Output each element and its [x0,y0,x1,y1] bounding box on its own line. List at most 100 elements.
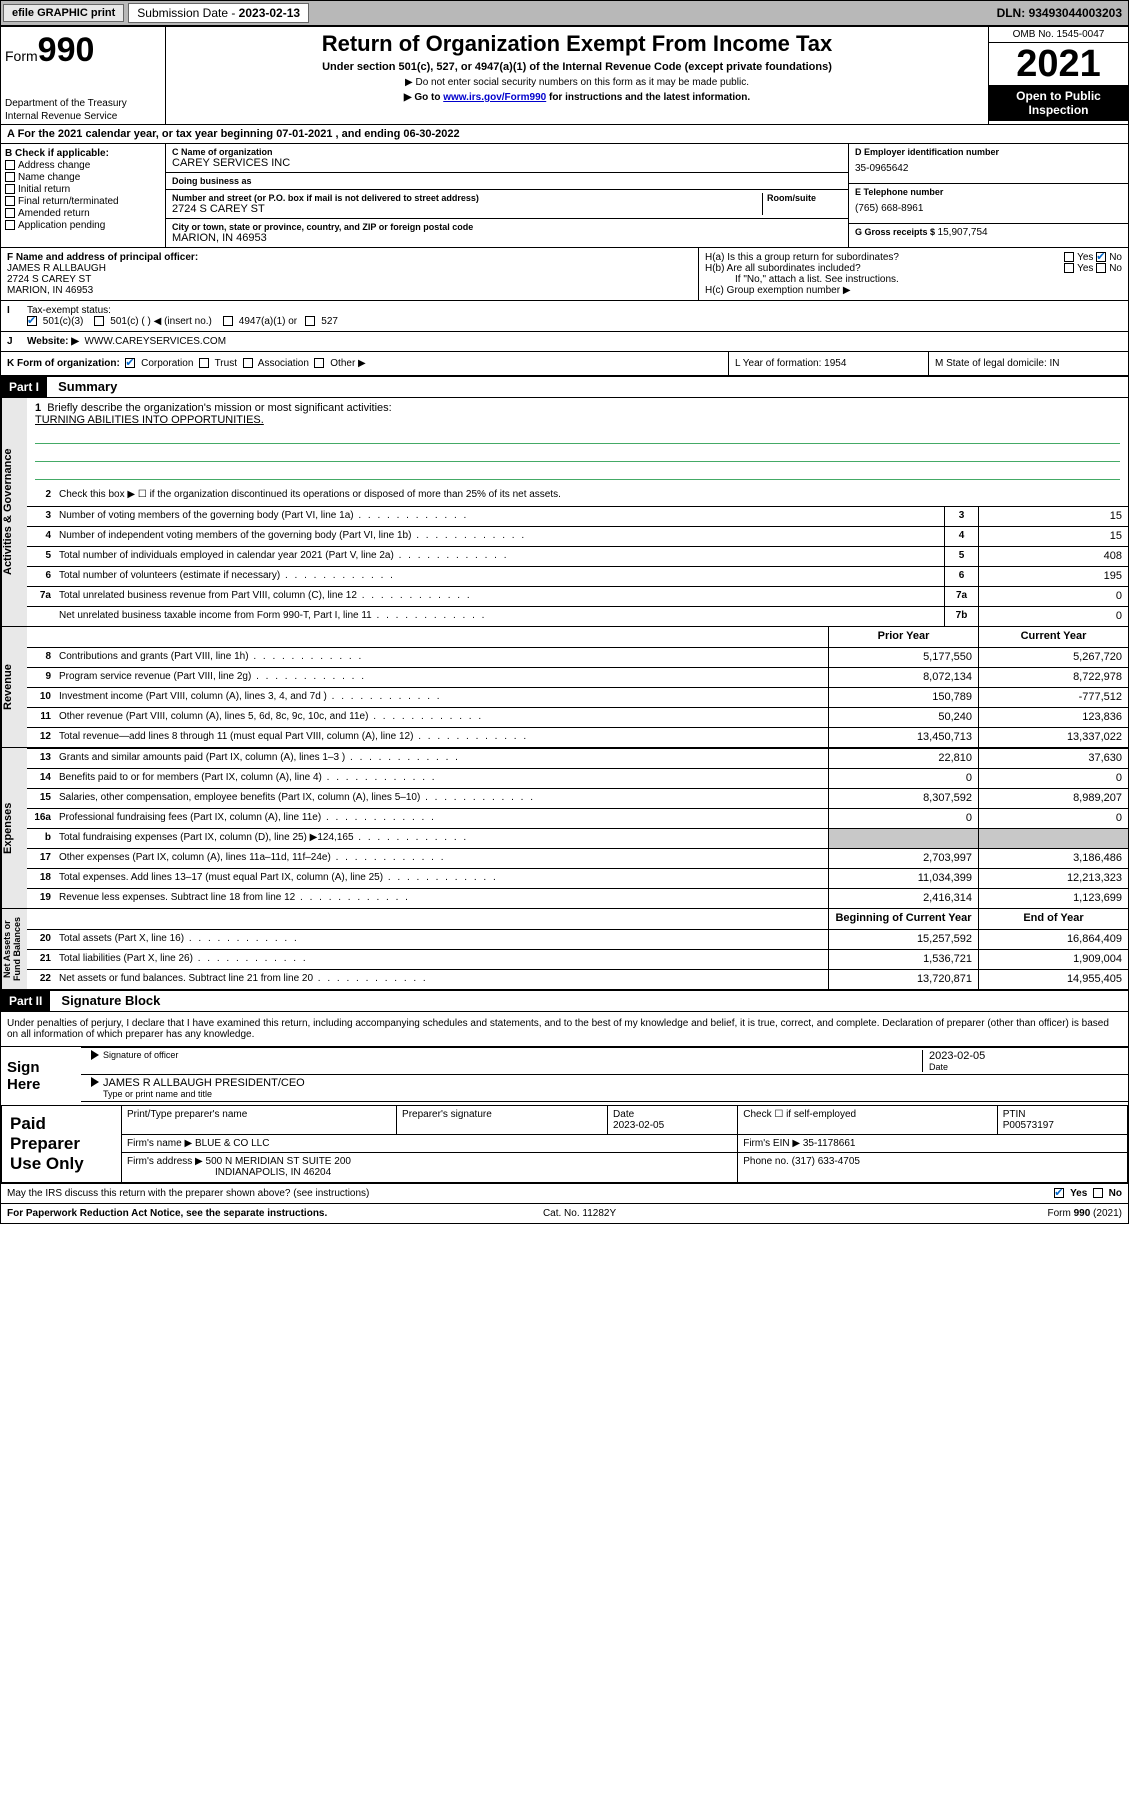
no-lbl: No [1109,252,1122,263]
row-i: I Tax-exempt status: 501(c)(3) 501(c) ( … [1,301,1128,332]
paid-preparer-table: Paid Preparer Use Only Print/Type prepar… [1,1105,1128,1183]
summary-line: Net unrelated business taxable income fr… [27,606,1128,626]
part1-hdr: Part I [1,377,47,397]
tel-val: (765) 668-8961 [855,197,1122,220]
org-name: CAREY SERVICES INC [172,157,842,169]
f-addr1: 2724 S CAREY ST [7,274,91,285]
principal-officer: F Name and address of principal officer:… [1,248,698,300]
h-ptin-lbl: PTIN [1003,1109,1026,1120]
hc-lbl: H(c) Group exemption number ▶ [705,285,1122,296]
q2: Check this box ▶ ☐ if the organization d… [55,486,1128,506]
declaration: Under penalties of perjury, I declare th… [1,1012,1128,1046]
summary-line: 13Grants and similar amounts paid (Part … [27,748,1128,768]
chk-assoc[interactable] [243,358,253,368]
summary-line: 7aTotal unrelated business revenue from … [27,586,1128,606]
chk-corp[interactable] [125,358,135,368]
firm-name: BLUE & CO LLC [195,1138,269,1149]
o-501c: 501(c) ( ) ◀ (insert no.) [110,316,212,327]
hb2-note: If "No," attach a list. See instructions… [705,274,1122,285]
summary-line: 22Net assets or fund balances. Subtract … [27,969,1128,989]
row-a-taxyear: A For the 2021 calendar year, or tax yea… [1,125,1128,144]
summary-expenses: Expenses 13Grants and similar amounts pa… [1,747,1128,908]
firm-addr-lbl: Firm's address ▶ [127,1156,203,1167]
form-num: 990 [38,31,95,69]
firm-name-lbl: Firm's name ▶ [127,1138,192,1149]
f-addr2: MARION, IN 46953 [7,285,93,296]
ein-lbl: D Employer identification number [855,147,1122,157]
header-right: OMB No. 1545-0047 2021 Open to Public In… [988,27,1128,124]
city-val: MARION, IN 46953 [172,232,842,244]
colb-opt[interactable]: Address change [5,160,161,171]
irs-label: Internal Revenue Service [5,111,161,122]
submission-date-val: 2023-02-13 [239,6,300,20]
yes-lbl2: Yes [1077,263,1093,274]
irs-link[interactable]: www.irs.gov/Form990 [443,92,546,103]
summary-line: 10Investment income (Part VIII, column (… [27,687,1128,707]
vtab-governance: Activities & Governance [1,398,27,626]
website-lbl: Website: ▶ [27,336,79,347]
mission-rule [35,428,1120,444]
room-lbl: Room/suite [767,193,842,203]
phone-v: (317) 633-4705 [792,1156,860,1167]
summary-line: 12Total revenue—add lines 8 through 11 (… [27,727,1128,747]
tax-year: 2021 [989,43,1128,85]
f-lbl: F Name and address of principal officer: [7,252,198,263]
header-mid: Return of Organization Exempt From Incom… [166,27,988,124]
section-bcd: B Check if applicable: Address changeNam… [1,144,1128,248]
o-trust: Trust [215,358,237,369]
note2-post: for instructions and the latest informat… [546,92,750,103]
dept-treasury: Department of the Treasury [5,98,161,109]
colb-opt[interactable]: Initial return [5,184,161,195]
chk-trust[interactable] [199,358,209,368]
colb-opt[interactable]: Application pending [5,220,161,231]
type-name-lbl: Type or print name and title [103,1089,1122,1099]
form-note-link: ▶ Go to www.irs.gov/Form990 for instruct… [172,92,982,103]
o-corp: Corporation [141,358,193,369]
part2-title: Signature Block [53,993,160,1008]
chk-4947[interactable] [223,316,233,326]
may-no[interactable] [1093,1188,1103,1198]
h-date-lbl: Date [613,1109,634,1120]
arrow-icon [91,1050,99,1060]
col-curr: Current Year [978,627,1128,647]
chk-501c3[interactable] [27,316,37,326]
note2-pre: ▶ Go to [404,92,443,103]
mission-box: 1 Briefly describe the organization's mi… [27,398,1128,486]
colb-opt[interactable]: Amended return [5,208,161,219]
tel-lbl: E Telephone number [855,187,1122,197]
m-state: M State of legal domicile: IN [928,352,1128,375]
summary-line: 19Revenue less expenses. Subtract line 1… [27,888,1128,908]
form-number: Form990 [5,31,161,70]
footer-r: Form 990 (2021) [1047,1208,1121,1219]
sig-officer-lbl: Signature of officer [103,1050,922,1060]
omb-number: OMB No. 1545-0047 [989,27,1128,43]
hb-no[interactable] [1096,263,1106,273]
form-header: Form990 Department of the Treasury Inter… [1,27,1128,125]
sig-date-lbl: Date [929,1062,1122,1072]
mission-rule [35,446,1120,462]
vtab-expenses: Expenses [1,748,27,908]
part1-title: Summary [50,379,117,394]
mission-rule [35,464,1120,480]
efile-print-btn[interactable]: efile GRAPHIC print [3,4,124,22]
l-year: L Year of formation: 1954 [728,352,928,375]
group-return: H(a) Is this a group return for subordin… [698,248,1128,300]
chk-501c[interactable] [94,316,104,326]
colb-opt[interactable]: Final return/terminated [5,196,161,207]
gross-val: 15,907,754 [938,227,988,238]
summary-line: 15Salaries, other compensation, employee… [27,788,1128,808]
form-subtitle: Under section 501(c), 527, or 4947(a)(1)… [172,61,982,73]
f-name: JAMES R ALLBAUGH [7,263,106,274]
part1-hdr-row: Part I Summary [1,377,1128,398]
colb-opt[interactable]: Name change [5,172,161,183]
chk-other[interactable] [314,358,324,368]
summary-line: bTotal fundraising expenses (Part IX, co… [27,828,1128,848]
ha-yes[interactable] [1064,252,1074,262]
ha-no[interactable] [1096,252,1106,262]
summary-line: 21Total liabilities (Part X, line 26)1,5… [27,949,1128,969]
chk-527[interactable] [305,316,315,326]
may-yes[interactable] [1054,1188,1064,1198]
o-527: 527 [321,316,338,327]
o-4947: 4947(a)(1) or [239,316,297,327]
hb-yes[interactable] [1064,263,1074,273]
